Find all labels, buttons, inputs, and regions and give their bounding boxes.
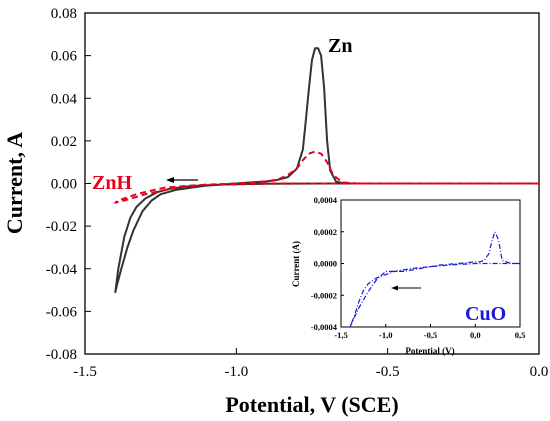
- inset-axis-ticks: -1,5 -1,0 -0,5 0,0 0,5 -0,0004 -0,0002 0,0000 0,…: [311, 195, 526, 340]
- main-x-tick-label: -1.0: [224, 364, 248, 380]
- inset-y-axis-title: Current (A): [291, 241, 301, 287]
- inset-series-group: [349, 231, 520, 328]
- main-y-tick-label: -0.04: [46, 262, 78, 278]
- inset-y-tick-label: 0,0002: [314, 227, 337, 237]
- main-series-group: [114, 47, 539, 294]
- inset-x-tick-label: -0,5: [424, 330, 437, 340]
- x-axis-title: Potential, V (SCE): [225, 392, 398, 417]
- inset-x-tick-label: 0,5: [515, 330, 526, 340]
- zn-annotation: Zn: [328, 35, 352, 57]
- main-y-tick-label: 0.06: [51, 49, 78, 65]
- inset-x-tick-label: -1,0: [379, 330, 392, 340]
- main-y-tick-label: 0.08: [51, 6, 77, 22]
- inset-y-tick-label: -0,0004: [311, 322, 338, 332]
- inset-x-tick-label: 0,0: [470, 330, 481, 340]
- main-x-tick-label: -1.5: [73, 364, 97, 380]
- inset-x-tick-label: -1,5: [334, 330, 347, 340]
- main-axis-ticks: -1.5 -1.0 -0.5 0.0 -0.08 -0.06 -0.04 -0.02 0.00 0…: [46, 6, 549, 380]
- main-y-tick-label: 0.04: [51, 91, 78, 107]
- cuo-annotation: CuO: [465, 303, 506, 325]
- main-y-tick-label: -0.02: [46, 219, 77, 235]
- main-y-tick-label: -0.08: [46, 347, 77, 363]
- sweep-direction-arrow: [166, 177, 198, 183]
- znh-annotation: ZnH: [92, 172, 132, 194]
- main-y-tick-label: 0.02: [51, 134, 77, 150]
- main-x-tick-label: 0.0: [530, 364, 549, 380]
- main-x-tick-label: -0.5: [376, 364, 400, 380]
- series-line-cuo: [349, 231, 520, 328]
- inset-y-tick-label: 0,0000: [314, 259, 337, 269]
- inset-y-tick-label: -0,0002: [311, 290, 337, 300]
- series-line-znh: [114, 150, 539, 204]
- inset-x-axis-title: Potential (V): [405, 346, 454, 356]
- inset-y-tick-label: 0,0004: [314, 195, 338, 205]
- main-y-tick-label: -0.06: [46, 304, 78, 320]
- y-axis-title: Current, A: [2, 132, 27, 234]
- main-y-tick-label: 0.00: [51, 177, 77, 193]
- inset-sweep-direction-arrow: [391, 285, 421, 291]
